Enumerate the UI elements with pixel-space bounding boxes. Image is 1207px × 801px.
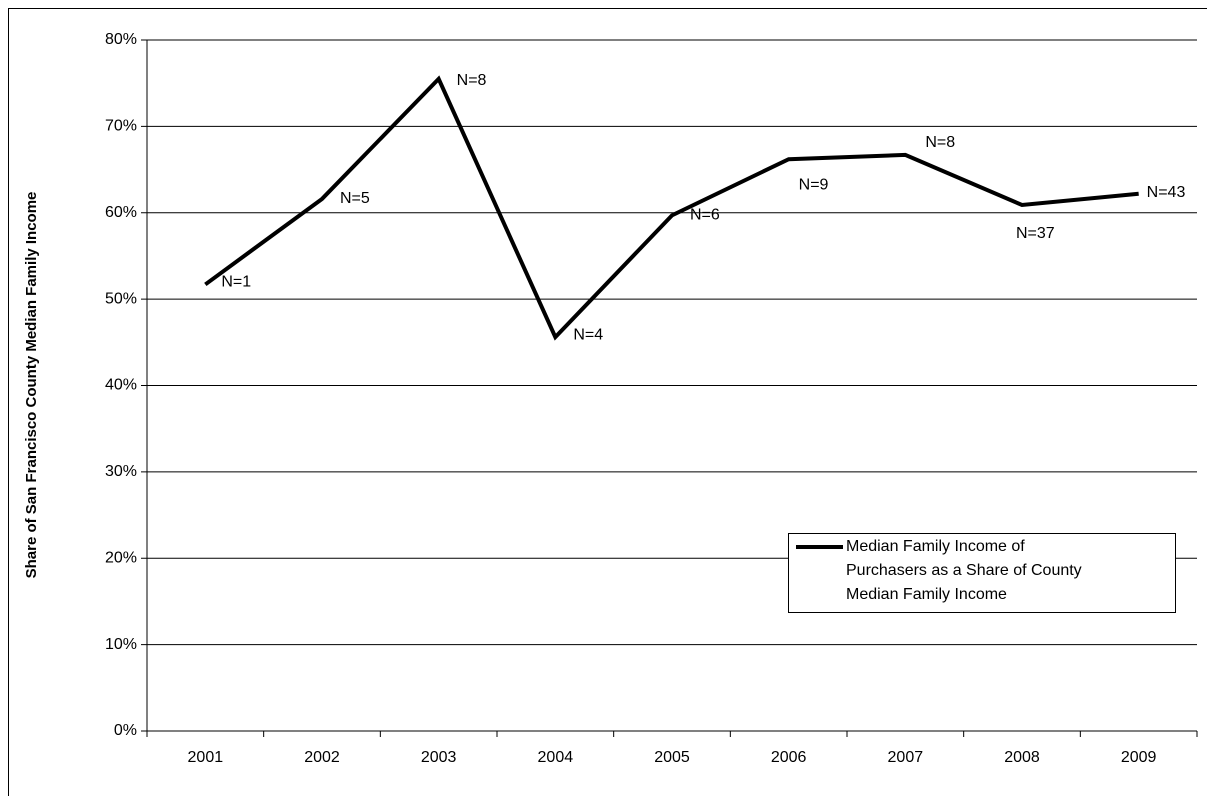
y-tick-label: 60% bbox=[105, 204, 137, 221]
y-tick-label: 70% bbox=[105, 118, 137, 135]
x-tick-label: 2009 bbox=[1121, 749, 1157, 766]
data-annotation: N=9 bbox=[799, 176, 829, 193]
y-tick-label: 80% bbox=[105, 31, 137, 48]
y-tick-label: 0% bbox=[114, 722, 137, 739]
y-tick-label: 50% bbox=[105, 290, 137, 307]
y-tick-label: 20% bbox=[105, 549, 137, 566]
data-annotation: N=4 bbox=[573, 326, 603, 343]
y-tick-label: 10% bbox=[105, 636, 137, 653]
data-annotation: N=37 bbox=[1016, 225, 1055, 242]
data-annotation: N=1 bbox=[221, 274, 251, 291]
data-annotation: N=6 bbox=[690, 207, 720, 224]
x-tick-label: 2002 bbox=[304, 749, 340, 766]
x-tick-label: 2006 bbox=[771, 749, 807, 766]
x-tick-label: 2004 bbox=[538, 749, 574, 766]
y-tick-label: 30% bbox=[105, 463, 137, 480]
data-annotation: N=8 bbox=[925, 134, 955, 151]
x-tick-label: 2007 bbox=[888, 749, 924, 766]
x-tick-label: 2003 bbox=[421, 749, 457, 766]
x-tick-label: 2008 bbox=[1004, 749, 1040, 766]
x-tick-label: 2005 bbox=[654, 749, 690, 766]
data-annotation: N=43 bbox=[1147, 184, 1186, 201]
y-axis-label: Share of San Francisco County Median Fam… bbox=[23, 192, 40, 579]
y-tick-label: 40% bbox=[105, 377, 137, 394]
data-annotation: N=8 bbox=[457, 72, 487, 89]
x-tick-label: 2001 bbox=[188, 749, 224, 766]
data-annotation: N=5 bbox=[340, 190, 370, 207]
